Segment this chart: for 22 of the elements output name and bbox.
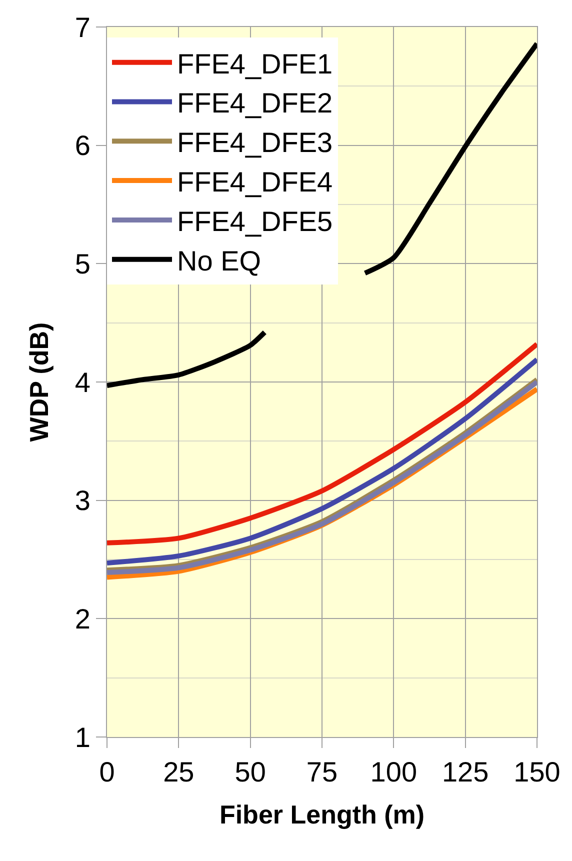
legend-label: No EQ — [177, 245, 262, 276]
legend-label: FFE4_DFE5 — [177, 206, 333, 237]
x-tick-label: 100 — [370, 756, 418, 788]
y-tick-label: 3 — [74, 485, 90, 516]
legend-label: FFE4_DFE1 — [177, 48, 333, 80]
y-tick-label: 7 — [74, 12, 90, 43]
x-axis-title: Fiber Length (m) — [219, 799, 425, 830]
y-tick-label: 5 — [74, 248, 90, 280]
y-tick-label: 2 — [74, 603, 90, 634]
x-tick-label: 75 — [306, 756, 338, 788]
y-tick-label: 4 — [74, 366, 90, 398]
x-tick-label: 125 — [442, 756, 489, 788]
y-axis-title: WDP (dB) — [24, 322, 54, 442]
legend-label: FFE4_DFE3 — [177, 127, 333, 158]
legend-label: FFE4_DFE2 — [177, 88, 333, 119]
legend-label: FFE4_DFE4 — [177, 166, 333, 198]
x-tick-label: 50 — [234, 756, 266, 788]
x-tick-label: 0 — [99, 756, 115, 788]
x-tick-label: 150 — [514, 756, 560, 788]
y-tick-label: 6 — [74, 130, 90, 162]
y-tick-label: 1 — [74, 722, 90, 753]
x-tick-label: 25 — [163, 756, 194, 788]
